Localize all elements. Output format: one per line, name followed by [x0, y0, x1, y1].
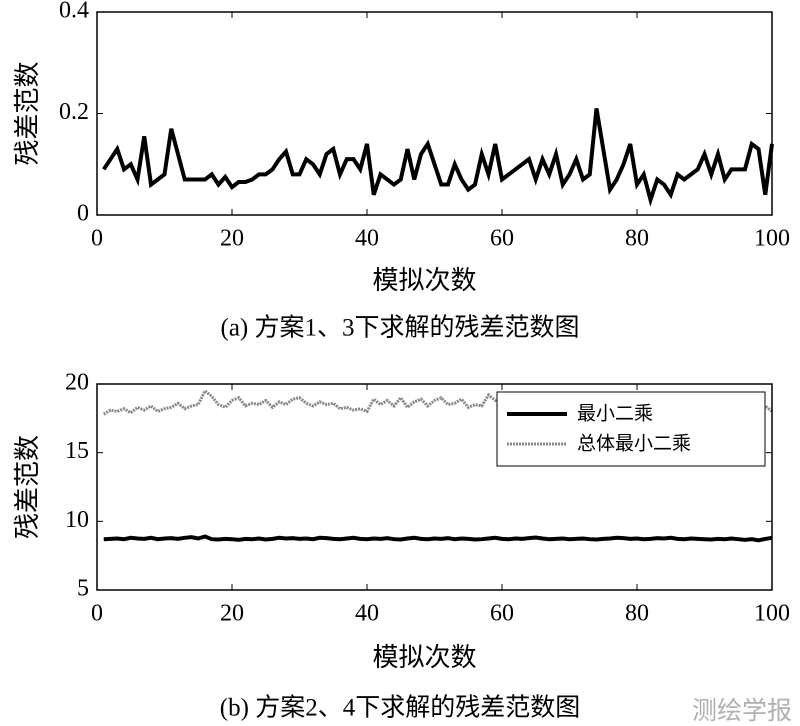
legend-label: 总体最小二乘: [577, 433, 691, 455]
legend-label: 最小二乘: [577, 403, 653, 425]
y-tick-label: 15: [65, 438, 89, 464]
y-axis-label: 残差范数: [13, 61, 42, 165]
x-tick-label: 20: [220, 601, 244, 627]
plot-frame: [96, 383, 773, 591]
x-axis-label: 模拟次数: [372, 266, 476, 295]
y-tick-label: 0.4: [59, 0, 89, 24]
x-tick-label: 100: [754, 601, 790, 627]
y-tick-label: 10: [65, 507, 89, 533]
plot-frame: [96, 11, 773, 216]
x-tick-label: 100: [754, 226, 790, 252]
x-tick-label: 80: [625, 226, 649, 252]
watermark: 测绘学报: [692, 696, 792, 725]
caption: (a) 方案1、3下求解的残差范数图: [221, 314, 580, 342]
x-tick-label: 40: [355, 226, 379, 252]
x-tick-label: 20: [220, 226, 244, 252]
y-axis-label: 残差范数: [13, 435, 42, 539]
series-line: [103, 534, 773, 543]
legend-box: [496, 391, 766, 467]
x-tick-label: 0: [91, 226, 103, 252]
y-tick-label: 5: [77, 576, 89, 602]
x-axis-label: 模拟次数: [372, 643, 476, 672]
plot-area: [97, 12, 772, 215]
y-tick-label: 20: [65, 370, 89, 396]
x-tick-label: 0: [91, 601, 103, 627]
x-tick-label: 60: [490, 226, 514, 252]
y-tick-label: 0: [77, 201, 89, 227]
caption: (b) 方案2、4下求解的残差范数图: [220, 694, 580, 722]
x-tick-label: 40: [355, 601, 379, 627]
y-tick-label: 0.2: [59, 99, 89, 125]
series-line: [102, 108, 774, 207]
x-tick-label: 80: [625, 601, 649, 627]
x-tick-label: 60: [490, 601, 514, 627]
